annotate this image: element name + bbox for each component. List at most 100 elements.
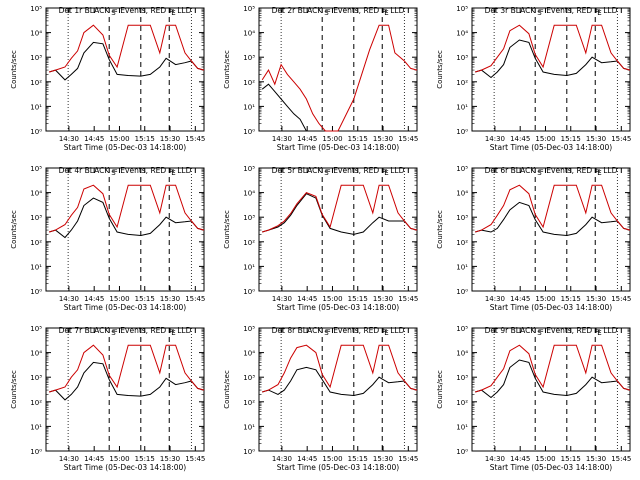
- detector-chart-5: Det 5r BLACK = Events, RED = LLD 10⁰ 10¹ 10…: [223, 165, 418, 312]
- x-tick-label: 15:15: [135, 135, 155, 143]
- y-tick-label: 10⁴: [243, 190, 255, 198]
- x-tick-label: 14:30: [59, 295, 79, 303]
- x-tick-label: 15:30: [586, 135, 606, 143]
- chart-title: Det 3r BLACK = Events, RED = LLD: [485, 6, 618, 15]
- x-axis-label: Start Time (05-Dec-03 14:18:00): [490, 303, 612, 312]
- x-tick-label: 15:15: [561, 295, 581, 303]
- detector-chart-7: Det 7r BLACK = Events, RED = LLD 10⁰ 10¹ 10…: [10, 325, 205, 472]
- start-marker-label: S: [111, 9, 116, 17]
- y-tick-label: 10⁵: [30, 325, 42, 333]
- end-marker-label: E: [384, 329, 388, 337]
- x-tick-label: 15:45: [398, 295, 418, 303]
- end-marker-label: E: [597, 329, 601, 337]
- end-marker-label: E: [384, 9, 388, 17]
- chart-title: Det 8r BLACK = Events, RED = LLD: [272, 326, 405, 335]
- end-marker-label: E: [171, 169, 175, 177]
- lld-series-line: [475, 24, 631, 73]
- x-axis-label: Start Time (05-Dec-03 14:18:00): [64, 143, 186, 152]
- detector-chart-3: Det 3r BLACK = Events, RED = LLD 10⁰ 10¹ 10…: [436, 5, 631, 152]
- start-marker-label: S: [537, 9, 542, 17]
- x-tick-label: 14:30: [272, 455, 292, 463]
- x-tick-label: 15:45: [398, 455, 418, 463]
- y-tick-label: 10²: [30, 79, 42, 87]
- chart-title: Det 9r BLACK = Events, RED = LLD: [485, 326, 618, 335]
- y-tick-label: 10⁴: [30, 190, 42, 198]
- x-tick-label: 14:45: [297, 295, 317, 303]
- end-marker-label: E: [171, 9, 175, 17]
- plot-frame: [258, 7, 418, 132]
- x-tick-label: 14:45: [84, 135, 104, 143]
- x-tick-label: 15:45: [185, 295, 205, 303]
- y-axis-label: Counts/sec: [10, 50, 18, 89]
- events-series-line: [475, 359, 631, 399]
- y-tick-label: 10²: [456, 79, 468, 87]
- lld-series-line: [49, 184, 205, 233]
- x-tick-label: 15:15: [348, 455, 368, 463]
- y-tick-label: 10¹: [30, 423, 42, 431]
- x-tick-label: 15:15: [135, 295, 155, 303]
- y-tick-label: 10⁴: [456, 350, 468, 358]
- y-axis-label: Counts/sec: [223, 50, 231, 89]
- end-marker-label: E: [384, 169, 388, 177]
- y-tick-label: 10³: [30, 214, 42, 222]
- x-tick-label: 14:30: [485, 295, 505, 303]
- y-tick-label: 10⁵: [456, 325, 468, 333]
- x-tick-label: 15:00: [535, 135, 555, 143]
- detector-chart-4: Det 4r BLACK = Events, RED = LLD 10⁰ 10¹ 10…: [10, 165, 205, 312]
- x-axis-label: Start Time (05-Dec-03 14:18:00): [277, 303, 399, 312]
- x-tick-label: 15:45: [185, 135, 205, 143]
- y-tick-label: 10¹: [243, 423, 255, 431]
- x-tick-label: 15:30: [160, 295, 180, 303]
- start-marker-label: S: [111, 169, 116, 177]
- x-tick-label: 15:30: [586, 295, 606, 303]
- y-tick-label: 10⁵: [243, 165, 255, 173]
- x-tick-label: 15:45: [611, 295, 631, 303]
- y-tick-label: 10⁰: [243, 448, 255, 456]
- x-tick-label: 14:30: [59, 455, 79, 463]
- events-series-line: [475, 201, 631, 237]
- y-tick-label: 10⁵: [456, 165, 468, 173]
- detector-chart-9: Det 9r BLACK = Events, RED = LLD 10⁰ 10¹ 10…: [436, 325, 631, 472]
- lld-series-line: [475, 344, 631, 393]
- x-tick-label: 14:45: [510, 455, 530, 463]
- events-series-line: [49, 41, 205, 81]
- start-marker-label: S: [537, 169, 542, 177]
- end-marker-label: E: [597, 169, 601, 177]
- y-axis-label: Counts/sec: [436, 50, 444, 89]
- x-tick-label: 14:30: [272, 135, 292, 143]
- y-tick-label: 10⁵: [30, 165, 42, 173]
- events-series-line: [261, 83, 417, 132]
- y-tick-label: 10³: [456, 374, 468, 382]
- x-tick-label: 15:00: [535, 295, 555, 303]
- y-tick-label: 10¹: [243, 263, 255, 271]
- y-tick-label: 10¹: [456, 263, 468, 271]
- x-tick-label: 15:45: [398, 135, 418, 143]
- chart-title: Det 4r BLACK = Events, RED = LLD: [59, 166, 192, 175]
- chart-title: Det 6r BLACK = Events, RED = LLD: [485, 166, 618, 175]
- y-tick-label: 10¹: [30, 263, 42, 271]
- y-tick-label: 10⁰: [456, 288, 468, 296]
- events-series-line: [262, 193, 418, 235]
- plot-frame: [45, 327, 205, 452]
- y-tick-label: 10⁵: [243, 325, 255, 333]
- x-tick-label: 15:30: [373, 295, 393, 303]
- events-series-line: [49, 197, 205, 239]
- lld-series-line: [262, 344, 418, 393]
- x-axis-label: Start Time (05-Dec-03 14:18:00): [64, 303, 186, 312]
- y-tick-label: 10¹: [30, 103, 42, 111]
- x-tick-label: 15:30: [373, 455, 393, 463]
- y-axis-label: Counts/sec: [436, 370, 444, 409]
- y-tick-label: 10⁵: [243, 5, 255, 13]
- y-tick-label: 10⁰: [243, 288, 255, 296]
- chart-title: Det 1r BLACK = Events, RED = LLD: [59, 6, 192, 15]
- x-tick-label: 15:00: [322, 455, 342, 463]
- start-marker-label: S: [324, 329, 329, 337]
- x-tick-label: 14:45: [510, 295, 530, 303]
- y-tick-label: 10³: [30, 374, 42, 382]
- x-tick-label: 14:45: [84, 295, 104, 303]
- x-tick-label: 15:30: [160, 455, 180, 463]
- x-tick-label: 14:30: [272, 295, 292, 303]
- x-tick-label: 15:00: [109, 135, 129, 143]
- plot-frame: [471, 167, 631, 292]
